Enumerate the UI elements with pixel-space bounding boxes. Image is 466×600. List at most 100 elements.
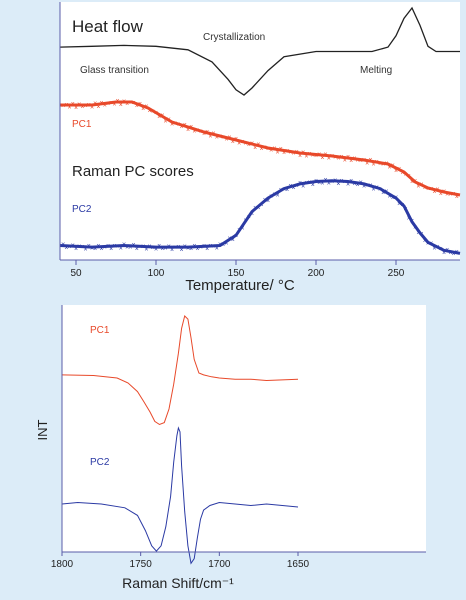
pc1-marker: ×: [429, 186, 433, 193]
bottom-x-axis-label: Raman Shift/cm⁻¹: [122, 575, 234, 591]
top-x-tick-label: 100: [148, 268, 165, 279]
pc2-marker: ×: [420, 231, 424, 238]
pc2-marker: ×: [96, 243, 100, 250]
pc1-marker: ×: [317, 151, 321, 158]
pc1-marker: ×: [272, 145, 276, 152]
pc1-marker: ×: [263, 144, 267, 151]
pc1-marker: ×: [343, 157, 347, 164]
pc2-marker: ×: [180, 247, 184, 254]
pc2-marker: ×: [439, 246, 443, 253]
pc1-marker: ×: [452, 191, 456, 198]
pc2-marker: ×: [93, 246, 97, 253]
pc1-marker: ×: [253, 145, 257, 152]
pc1-marker: ×: [336, 155, 340, 162]
pc1-marker: ×: [64, 102, 68, 109]
pc1-marker: ×: [237, 140, 241, 147]
pc2-marker: ×: [423, 238, 427, 245]
pc2-marker: ×: [272, 191, 276, 198]
bottom-series-group: [61, 315, 299, 565]
pc1-marker: ×: [320, 155, 324, 162]
pc1-marker: ×: [164, 118, 168, 125]
pc1-marker: ×: [352, 156, 356, 163]
pc2-marker: ×: [90, 246, 94, 253]
pc2-marker: ×: [276, 192, 280, 199]
pc1-marker: ×: [384, 161, 388, 168]
pc1-marker: ×: [330, 153, 334, 160]
pc1-marker: ×: [407, 173, 411, 180]
pc2-marker: ×: [279, 187, 283, 194]
pc2-marker: ×: [455, 249, 459, 256]
pc1-marker: ×: [144, 104, 148, 111]
pc1-marker: ×: [301, 149, 305, 156]
pc1-marker: ×: [212, 131, 216, 138]
pc1-marker: ×: [231, 139, 235, 146]
pc1-marker: ×: [439, 191, 443, 198]
bottom-y-axis-label: INT: [35, 419, 50, 440]
pc2-marker: ×: [202, 243, 206, 250]
pc2-marker: ×: [135, 246, 139, 253]
pc1-marker: ×: [400, 170, 404, 177]
pc2-marker: ×: [317, 180, 321, 187]
pc1-marker: ×: [340, 154, 344, 161]
pc2-marker: ×: [343, 179, 347, 186]
pc1-marker: ×: [218, 133, 222, 140]
pc1-marker: ×: [448, 191, 452, 198]
pc2-marker: ×: [448, 250, 452, 257]
pc2-marker: ×: [372, 187, 376, 194]
pc1-marker: ×: [183, 122, 187, 129]
pc1-marker: ×: [375, 159, 379, 166]
pc2-marker: ×: [282, 187, 286, 194]
pc1-marker: ×: [388, 165, 392, 172]
pc1-marker: ×: [432, 189, 436, 196]
pc2-marker: ×: [445, 247, 449, 254]
pc1-marker: ×: [215, 135, 219, 142]
pc1-marker: ×: [295, 149, 299, 156]
pc1-marker: ×: [362, 157, 366, 164]
pc1-marker: ×: [112, 102, 116, 109]
pc2-marker: ×: [173, 244, 177, 251]
pc2-marker: ×: [260, 202, 264, 209]
pc2-marker: ×: [84, 247, 88, 254]
top-x-axis-label: Temperature/ °C: [185, 277, 295, 294]
pc2-marker: ×: [346, 181, 350, 188]
pc1-marker: ×: [138, 101, 142, 108]
pc1-marker: ×: [260, 146, 264, 153]
pc2-marker: ×: [208, 243, 212, 250]
top-x-ticks: 50 100 150 200 250: [70, 260, 405, 279]
pc1-marker: ×: [381, 162, 385, 169]
pc1-marker: ×: [282, 150, 286, 157]
pc1-marker: ×: [266, 146, 270, 153]
bottom-x-tick-label: 1700: [208, 559, 231, 570]
pc1-marker: ×: [77, 101, 81, 108]
pc2-marker: ×: [442, 250, 446, 257]
pc2-marker: ×: [224, 240, 228, 247]
pc2-marker: ×: [388, 193, 392, 200]
pc1-marker: ×: [221, 135, 225, 142]
pc2-marker: ×: [263, 197, 267, 204]
pc2-marker: ×: [192, 243, 196, 250]
pc2-marker: ×: [327, 180, 331, 187]
pc2-marker: ×: [413, 224, 417, 231]
pc1-marker: ×: [247, 142, 251, 149]
pc2-marker: ×: [221, 242, 225, 249]
top-x-tick-label: 50: [70, 268, 82, 279]
pc1-marker: ×: [285, 148, 289, 155]
pc2-marker: ×: [247, 214, 251, 221]
pc2-marker: ×: [365, 183, 369, 190]
pc2-marker: ×: [106, 243, 110, 250]
pc2-marker: ×: [128, 245, 132, 252]
pc2-marker: ×: [269, 194, 273, 201]
pc1-marker: ×: [288, 150, 292, 157]
pc2-marker: ×: [349, 178, 353, 185]
pc1-marker: ×: [125, 101, 129, 108]
pc2-marker: ×: [410, 218, 414, 225]
pc2-marker: ×: [375, 184, 379, 191]
pc2-marker: ×: [196, 246, 200, 253]
pc2-marker: ×: [154, 247, 158, 254]
pc2-marker: ×: [285, 187, 289, 194]
bottom-x-tick-label: 1650: [287, 559, 310, 570]
bottom-pc2-label: PC2: [90, 457, 110, 468]
pc1-marker: ×: [167, 116, 171, 123]
pc2-marker: ×: [250, 211, 254, 218]
pc1-marker: ×: [368, 157, 372, 164]
